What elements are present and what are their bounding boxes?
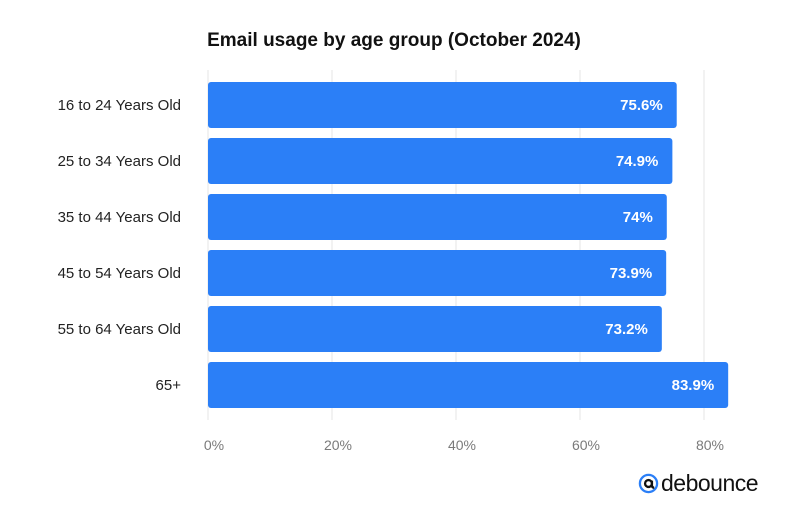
bar [208, 306, 662, 352]
bar [208, 82, 677, 128]
x-tick-label: 0% [204, 437, 224, 453]
category-label: 16 to 24 Years Old [58, 97, 181, 114]
bar [208, 138, 673, 184]
category-label: 25 to 34 Years Old [58, 153, 181, 170]
data-label: 83.9% [672, 377, 715, 394]
data-label: 75.6% [620, 97, 663, 114]
category-label: 45 to 54 Years Old [58, 265, 181, 282]
x-tick-label: 60% [572, 437, 600, 453]
data-label: 74.9% [616, 153, 659, 170]
chart-title: Email usage by age group (October 2024) [207, 30, 581, 51]
x-tick-label: 40% [448, 437, 476, 453]
bar [208, 194, 667, 240]
gridlines [207, 70, 705, 420]
category-label: 55 to 64 Years Old [58, 321, 181, 338]
category-label: 35 to 44 Years Old [58, 209, 181, 226]
at-sign-icon [638, 473, 659, 494]
x-tick-label: 80% [696, 437, 724, 453]
bar [208, 250, 667, 296]
category-label: 65+ [156, 377, 182, 394]
data-label: 73.9% [610, 265, 653, 282]
x-tick-label: 20% [324, 437, 352, 453]
debounce-logo: debounce [638, 470, 759, 497]
logo-text: debounce [661, 470, 759, 496]
data-label: 73.2% [605, 321, 648, 338]
data-label: 74% [623, 209, 653, 226]
bars [208, 82, 729, 408]
bar [208, 362, 729, 408]
labels: 0% 20% 40% 60% 80% 16 to 24 Years Old 75.6% 25 … [58, 97, 724, 453]
